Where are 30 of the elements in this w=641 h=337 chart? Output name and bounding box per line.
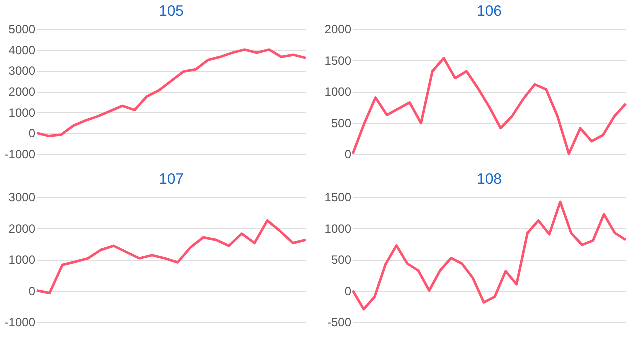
y-tick-label: -1000: [4, 316, 36, 330]
y-tick-label: 4000: [8, 43, 36, 58]
chart-title: 107: [158, 171, 184, 188]
chart-title: 108: [476, 171, 502, 188]
chart-title: 106: [476, 3, 502, 20]
y-tick-label: 1500: [324, 54, 352, 68]
y-tick-label: 2000: [324, 22, 352, 36]
y-tick-label: 5000: [8, 22, 36, 36]
y-tick-label: 1000: [8, 106, 36, 120]
y-tick-label: 1000: [324, 222, 352, 236]
y-tick-label: 500: [331, 116, 352, 130]
line-series: [36, 48, 308, 138]
y-tick-label: 2000: [8, 222, 36, 236]
y-tick-label: 0: [344, 148, 352, 162]
y-tick-label: 2000: [8, 85, 36, 99]
line-series: [352, 200, 628, 311]
y-tick-label: 1000: [324, 85, 352, 99]
y-tick-label: 1500: [324, 190, 352, 204]
line-series: [36, 220, 308, 294]
y-tick-label: -500: [327, 316, 352, 330]
y-tick-label: 0: [28, 284, 36, 298]
line-series: [352, 57, 628, 156]
y-tick-label: -1000: [4, 148, 36, 162]
y-tick-label: 0: [344, 284, 352, 298]
y-tick-label: 3000: [8, 190, 36, 204]
y-tick-label: 1000: [8, 253, 36, 267]
y-tick-label: 500: [331, 253, 352, 267]
y-tick-label: 3000: [8, 64, 36, 78]
y-tick-label: 0: [28, 126, 36, 141]
chart-title: 105: [158, 3, 184, 20]
